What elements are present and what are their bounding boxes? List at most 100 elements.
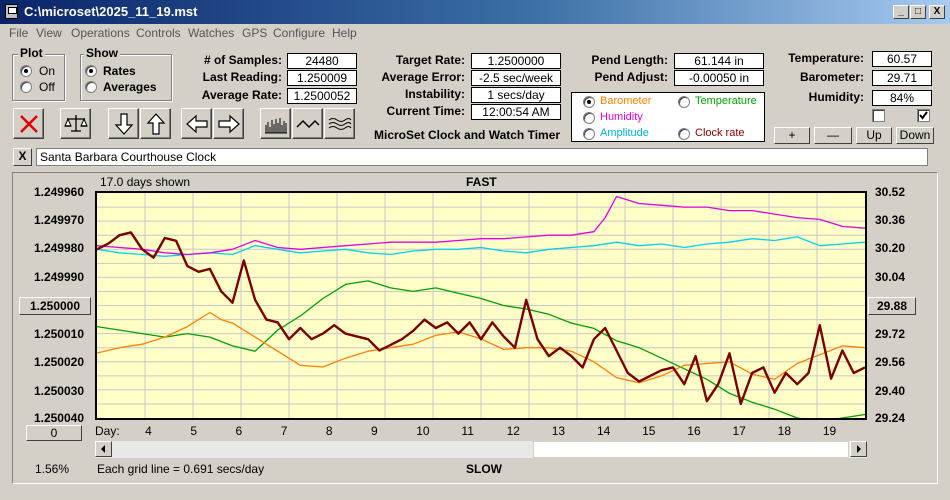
right-tick-8: 29.24 [875,411,906,425]
percent-label: 1.56% [35,462,70,476]
scale-down-button[interactable]: Down [896,127,934,144]
menu-file[interactable]: File [9,26,29,40]
amplitude-option-label: Amplitude [600,127,649,139]
humidity-radio[interactable] [583,112,595,124]
temperature-option-label: Temperature [695,95,757,107]
plot-off-radio[interactable] [20,81,32,93]
humidity-option-label: Humidity [600,111,643,123]
menu-watches[interactable]: Watches [188,26,235,40]
scroll-left-button[interactable] [181,108,212,139]
left-tick-0: 1.249960 [33,185,84,199]
left-tick-1: 1.249970 [33,213,84,227]
average-error-label: Average Error: [381,70,465,84]
barometer-label: Barometer: [799,70,864,84]
close-window-button[interactable]: X [929,5,945,19]
bar-plot-icon [265,118,287,134]
left-tick-2: 1.249980 [33,241,84,255]
window-title: C:\microset\2025_11_19.mst [24,4,198,19]
day-tick-label: 18 [777,424,791,438]
arrow-left-icon [186,114,208,134]
scroll-right-arrow[interactable] [850,441,867,457]
scale-plus-button[interactable]: + [774,127,810,144]
current-time-value: 12:00:54 AM [471,104,561,120]
minimize-button[interactable]: _ [893,5,909,19]
scale-up-button[interactable]: Up [856,127,892,144]
bar-plot-button[interactable] [260,108,291,139]
day-tick-label: 6 [235,424,243,438]
plot-group-title: Plot [18,46,45,60]
samples-label: # of Samples: [203,53,282,67]
right-checkbox[interactable] [917,109,930,122]
show-group-title: Show [84,46,120,60]
menu-controls[interactable]: Controls [136,26,181,40]
menu-view[interactable]: View [36,26,62,40]
temperature-label: Temperature: [788,51,864,65]
show-averages-radio[interactable] [85,81,97,93]
close-clock-button[interactable]: X [13,148,32,166]
day-tick-label: 8 [325,424,333,438]
menu-bar: File View Operations Controls Watches GP… [0,24,950,42]
chart-panel [12,172,938,484]
menu-operations[interactable]: Operations [71,26,130,40]
wave-plot-button[interactable] [292,108,323,139]
day-tick-label: 15 [642,424,656,438]
day-tick-label: 10 [416,424,430,438]
day-tick-label: 17 [732,424,746,438]
scale-minus-button[interactable]: — [814,127,852,144]
left-tick-3: 1.249990 [33,270,84,284]
show-rates-label: Rates [103,64,136,78]
series-amplitude-line [97,236,865,257]
day-tick-label: 16 [687,424,701,438]
day-tick-label: 13 [551,424,566,438]
left-center-button[interactable]: 1.250000 [19,297,91,315]
clock-name-field[interactable]: Santa Barbara Courthouse Clock [36,148,928,166]
left-checkbox[interactable] [872,109,885,122]
slow-label: SLOW [466,462,502,476]
delete-button[interactable] [13,108,44,139]
left-tick-5: 1.250010 [33,327,84,341]
day-tick-label: 14 [596,424,611,438]
series-barometer-line [97,311,865,384]
pend-length-field[interactable]: 61.144 in [674,53,764,69]
amplitude-radio[interactable] [583,128,595,140]
app-icon [5,4,18,19]
day-tick-label: 11 [461,424,474,438]
samples-value: 24480 [287,53,357,69]
right-center-button[interactable]: 29.88 [868,297,916,315]
pend-adjust-field[interactable]: -0.00050 in [674,70,764,86]
scroll-down-button[interactable] [108,108,139,139]
series-temperature-line [97,280,865,418]
chevron-left-icon [101,445,105,453]
plot-on-radio[interactable] [20,65,32,77]
wave-plot-icon [296,119,320,129]
menu-help[interactable]: Help [332,26,357,40]
day-axis-label: Day: [95,424,120,438]
humidity-label: Humidity: [808,90,864,104]
barometer-radio[interactable] [583,96,595,108]
temperature-radio[interactable] [678,96,690,108]
day-tick-label: 5 [190,424,198,438]
menu-configure[interactable]: Configure [273,26,326,40]
show-rates-radio[interactable] [85,65,97,77]
maximize-button[interactable]: □ [910,5,926,19]
balance-button[interactable] [60,108,91,139]
menu-gps[interactable]: GPS [242,26,268,40]
scroll-left-arrow[interactable] [95,441,112,457]
chevron-right-icon [857,445,861,453]
multi-wave-button[interactable] [324,108,355,139]
day-tick-label: 4 [145,424,152,438]
day-tick-label: 12 [506,424,520,438]
scrollbar-thumb[interactable] [533,441,849,458]
arrow-right-icon [218,114,240,134]
scroll-up-button[interactable] [140,108,171,139]
instability-label: Instability: [404,87,465,101]
clock-rate-radio[interactable] [678,128,690,140]
scroll-right-button[interactable] [213,108,244,139]
barometer-value: 29.71 [872,70,932,86]
average-error-value: -2.5 sec/week [471,70,561,86]
show-averages-label: Averages [103,80,157,94]
fast-label: FAST [466,175,497,189]
right-tick-0: 30.52 [875,185,906,199]
zero-button[interactable]: 0 [26,425,82,441]
target-rate-field[interactable]: 1.2500000 [471,53,561,69]
